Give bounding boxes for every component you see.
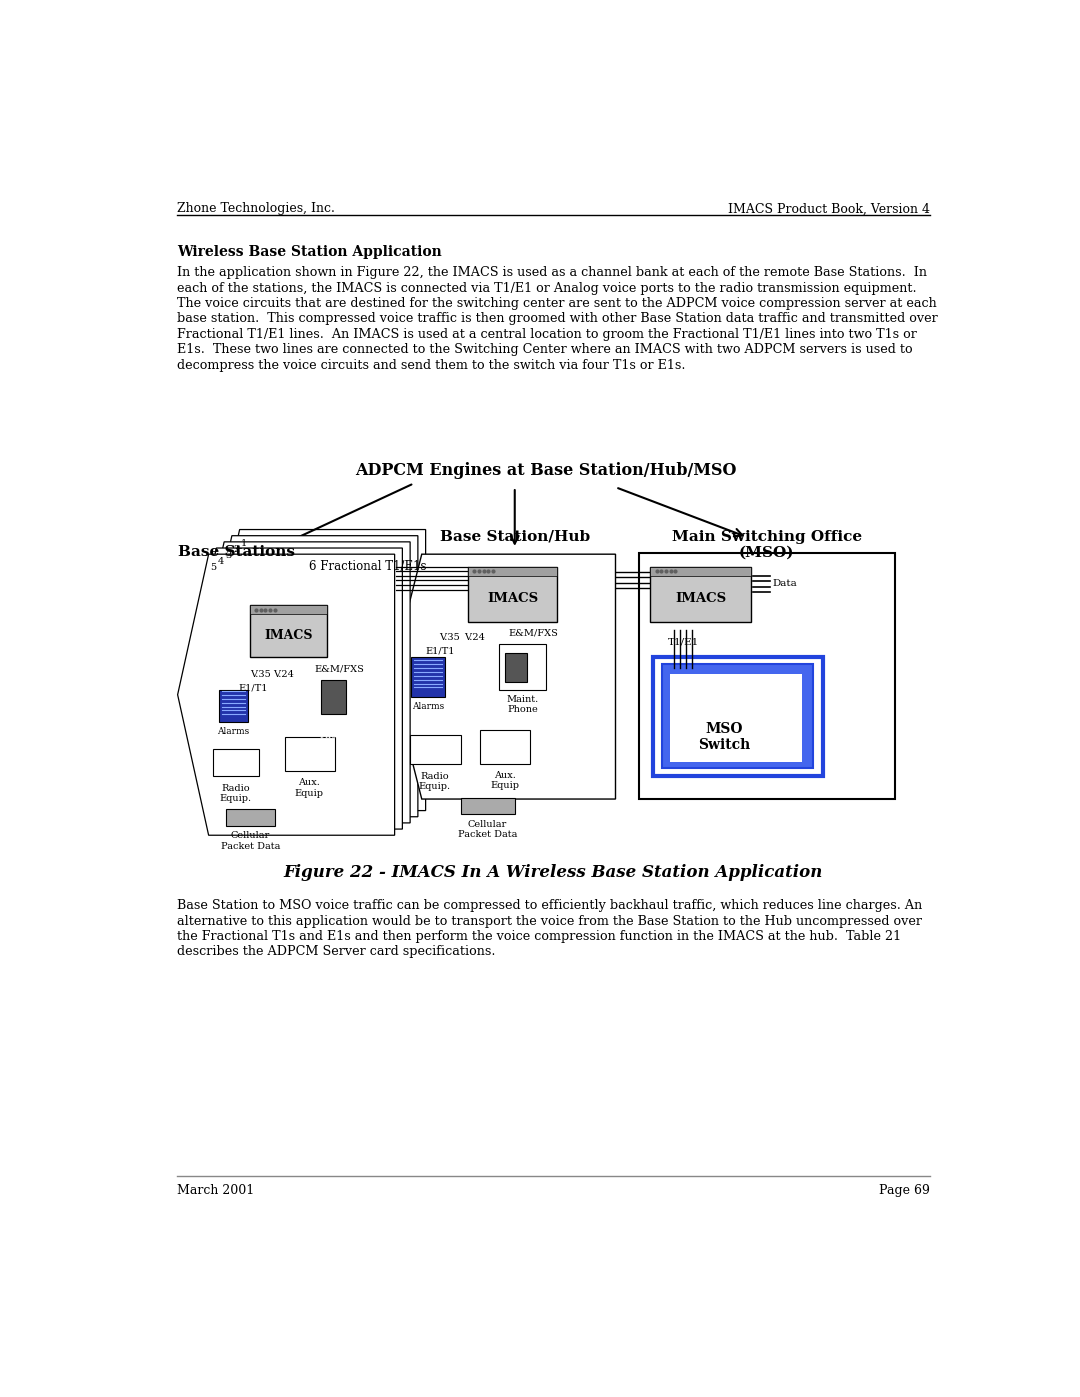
Text: 3: 3 [226,550,232,560]
FancyBboxPatch shape [638,553,894,799]
Text: E1/T1: E1/T1 [238,683,268,693]
FancyBboxPatch shape [652,657,823,775]
Text: each of the stations, the IMACS is connected via T1/E1 or Analog voice ports to : each of the stations, the IMACS is conne… [177,282,917,295]
FancyBboxPatch shape [284,736,335,771]
Text: IMACS Product Book, Version 4: IMACS Product Book, Version 4 [728,203,930,215]
Text: Data: Data [772,578,797,588]
Text: describes the ADPCM Server card specifications.: describes the ADPCM Server card specific… [177,946,496,958]
Text: Base Station/Hub: Base Station/Hub [440,529,590,543]
Text: ADPCM Engines at Base Station/Hub/MSO: ADPCM Engines at Base Station/Hub/MSO [355,462,737,479]
Text: Zhone Technologies, Inc.: Zhone Technologies, Inc. [177,203,335,215]
Text: IMACS: IMACS [487,592,538,605]
Text: Aux.
Equip: Aux. Equip [295,778,324,798]
Text: V.35: V.35 [438,633,460,643]
Text: 4: 4 [218,557,225,566]
Polygon shape [177,555,394,835]
FancyBboxPatch shape [249,605,327,658]
Text: IMACS: IMACS [265,629,313,643]
Text: In the application shown in Figure 22, the IMACS is used as a channel bank at ea: In the application shown in Figure 22, t… [177,267,927,279]
Text: V.24: V.24 [464,633,485,643]
Text: Radio
Equip.: Radio Equip. [419,773,451,792]
FancyBboxPatch shape [650,567,751,622]
Text: Figure 22 - IMACS In A Wireless Base Station Application: Figure 22 - IMACS In A Wireless Base Sta… [284,865,823,882]
Text: Base Stations: Base Stations [177,545,295,559]
Text: Base Station to MSO voice traffic can be compressed to efficiently backhaul traf: Base Station to MSO voice traffic can be… [177,900,922,912]
Text: E&M/FXS: E&M/FXS [509,629,558,637]
Text: V.35: V.35 [249,669,270,679]
Text: E1/T1: E1/T1 [426,647,455,655]
Text: decompress the voice circuits and send them to the switch via four T1s or E1s.: decompress the voice circuits and send t… [177,359,686,372]
Text: alternative to this application would be to transport the voice from the Base St: alternative to this application would be… [177,915,922,928]
FancyBboxPatch shape [213,749,259,775]
FancyBboxPatch shape [505,652,527,682]
FancyBboxPatch shape [480,729,530,764]
Text: 1: 1 [241,539,247,548]
Text: E1s.  These two lines are connected to the Switching Center where an IMACS with : E1s. These two lines are connected to th… [177,344,913,356]
Text: E&M/FXS: E&M/FXS [314,665,365,673]
FancyBboxPatch shape [670,673,801,763]
FancyBboxPatch shape [227,809,274,826]
Polygon shape [186,548,403,828]
Text: 6 Fractional T1/E1s: 6 Fractional T1/E1s [309,560,427,573]
Text: Fractional T1/E1 lines.  An IMACS is used at a central location to groom the Fra: Fractional T1/E1 lines. An IMACS is used… [177,328,917,341]
Text: base station.  This compressed voice traffic is then groomed with other Base Sta: base station. This compressed voice traf… [177,313,937,326]
Text: March 2001: March 2001 [177,1185,254,1197]
FancyBboxPatch shape [321,680,346,714]
FancyBboxPatch shape [499,644,545,690]
Polygon shape [391,555,616,799]
Polygon shape [193,542,410,823]
Text: V.24: V.24 [273,669,294,679]
FancyBboxPatch shape [662,665,813,768]
Text: Maint.
Phone: Maint. Phone [319,721,349,740]
FancyBboxPatch shape [650,567,751,576]
FancyBboxPatch shape [469,567,557,576]
Text: Maint.
Phone: Maint. Phone [507,696,539,714]
Text: Alarms: Alarms [411,703,444,711]
Text: Cellular
Packet Data: Cellular Packet Data [220,831,280,851]
Text: Wireless Base Station Application: Wireless Base Station Application [177,244,442,258]
Text: Main Switching Office
(MSO): Main Switching Office (MSO) [672,529,862,560]
Text: 2: 2 [233,545,240,555]
Text: T1/E1: T1/E1 [669,637,700,647]
Text: The voice circuits that are destined for the switching center are sent to the AD: The voice circuits that are destined for… [177,298,936,310]
FancyBboxPatch shape [218,690,248,722]
FancyBboxPatch shape [469,567,557,622]
Text: Cellular
Packet Data: Cellular Packet Data [458,820,517,840]
Text: 5: 5 [211,563,216,573]
Text: the Fractional T1s and E1s and then perform the voice compression function in th: the Fractional T1s and E1s and then perf… [177,930,901,943]
Text: Aux.
Equip: Aux. Equip [490,771,519,789]
Polygon shape [201,535,418,817]
Text: Page 69: Page 69 [879,1185,930,1197]
Polygon shape [208,529,426,810]
Text: IMACS: IMACS [675,592,727,605]
Text: Radio
Equip.: Radio Equip. [219,784,252,803]
FancyBboxPatch shape [410,658,445,697]
Text: MSO
Switch: MSO Switch [698,722,751,752]
Text: Alarms: Alarms [217,728,249,736]
FancyBboxPatch shape [460,798,515,814]
FancyBboxPatch shape [249,605,327,615]
FancyBboxPatch shape [410,735,460,764]
